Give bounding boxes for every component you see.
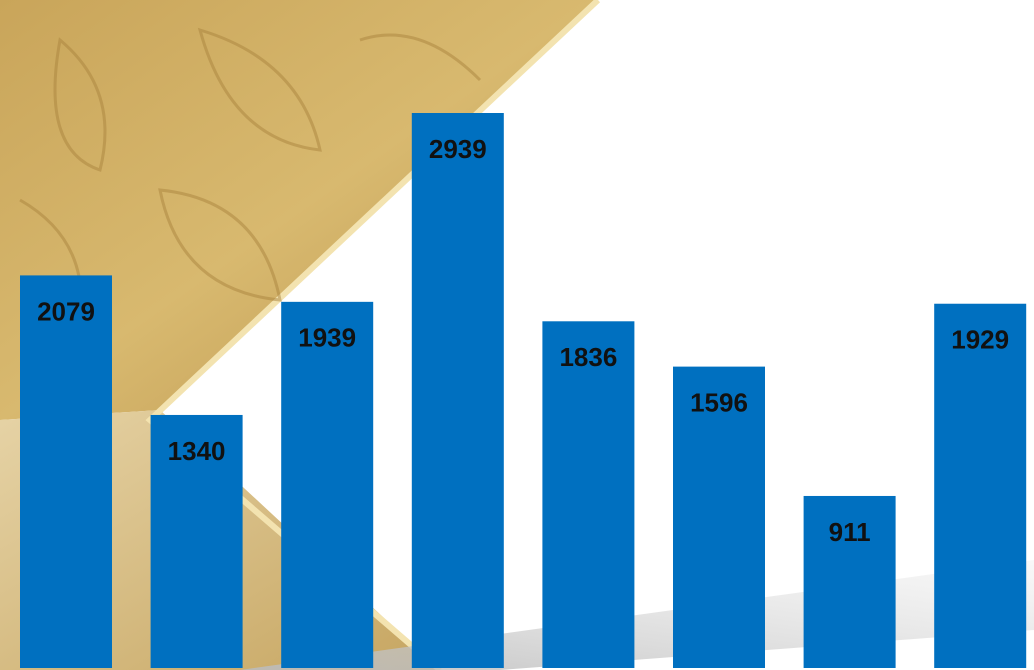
value-label: 2939 [429, 134, 487, 164]
bar [281, 301, 374, 668]
value-label: 1596 [690, 387, 748, 417]
bar [542, 321, 635, 668]
bar [411, 113, 504, 668]
bar [673, 366, 765, 668]
value-label: 911 [829, 517, 871, 547]
bar [150, 414, 243, 668]
value-label: 1939 [298, 323, 356, 353]
value-label: 1929 [951, 325, 1009, 355]
bar [20, 275, 112, 668]
bar [934, 303, 1027, 668]
value-label: 2079 [37, 296, 95, 326]
value-label: 1340 [168, 436, 226, 466]
value-label: 1836 [559, 342, 617, 372]
bar [803, 495, 896, 668]
